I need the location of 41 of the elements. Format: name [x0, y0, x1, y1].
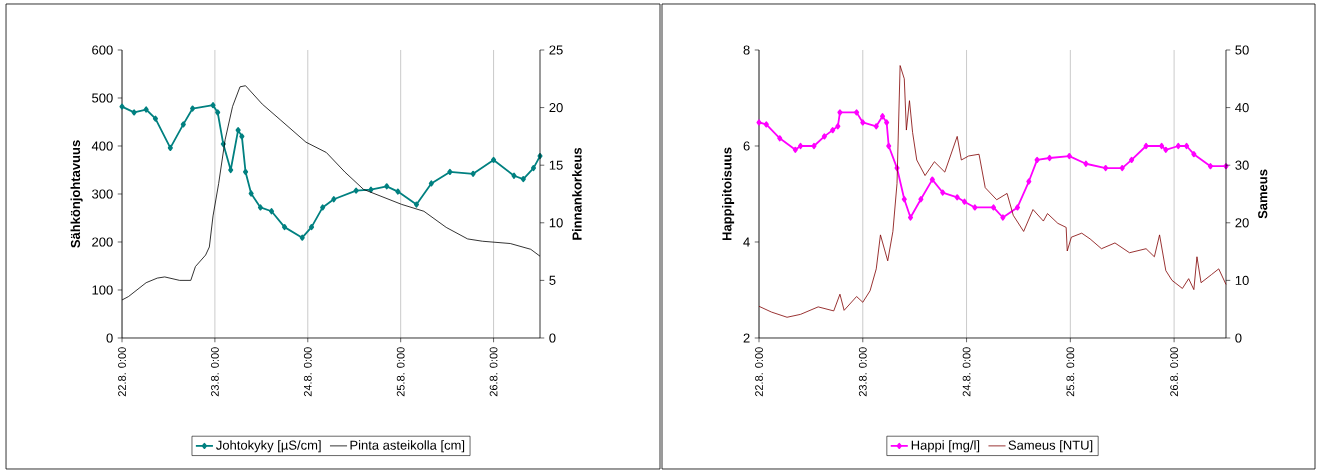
y-axis-title: Sähkönjohtavuus: [70, 140, 83, 248]
y-tick-label: 400: [91, 141, 113, 151]
y-tick-label: 200: [92, 237, 113, 247]
y-tick-label: 8: [743, 45, 750, 55]
legend-label: Sameus [NTU]: [1008, 440, 1093, 453]
x-tick-label: 22.8. 0:00: [118, 347, 126, 397]
x-tick-label: 23.8. 0:00: [211, 347, 219, 397]
legend-label: Pinta asteikolla [cm]: [350, 440, 465, 453]
y2-tick-label: 40: [1235, 102, 1249, 113]
legend-label: Johtokyky [µS/cm]: [216, 440, 321, 453]
y2-tick-label: 30: [1235, 160, 1249, 170]
y2-tick-label: 20: [1235, 218, 1249, 228]
y2-tick-label: 10: [1235, 275, 1249, 285]
x-tick-label: 25.8. 0:00: [396, 347, 405, 397]
y-axis-title: Happipitoisuus: [721, 147, 735, 241]
x-tick-label: 24.8. 0:00: [303, 347, 312, 397]
legend-label: Happi [mg/l]: [911, 440, 980, 453]
y2-axis-title: Sameus: [1258, 169, 1268, 219]
y-tick-label: 4: [743, 237, 750, 247]
y-tick-label: 6: [743, 141, 750, 151]
y-tick-label: 0: [106, 333, 113, 343]
y-tick-label: 600: [92, 45, 113, 55]
y-tick-label: 300: [92, 189, 113, 199]
y2-axis-title: Pinnankorkeus: [572, 147, 582, 240]
y-tick-label: 100: [92, 285, 113, 295]
x-tick-label: 25.8. 0:00: [1066, 347, 1075, 397]
y2-tick-label: 0: [1235, 333, 1242, 343]
x-tick-label: 22.8. 0:00: [755, 347, 763, 397]
x-tick-label: 24.8. 0:00: [962, 347, 971, 397]
y2-tick-label: 0: [549, 333, 556, 343]
y2-tick-label: 15: [549, 160, 563, 170]
y2-tick-label: 25: [549, 45, 563, 55]
y2-tick-label: 5: [549, 275, 556, 285]
x-tick-label: 26.8. 0:00: [489, 347, 498, 397]
y2-tick-label: 20: [549, 102, 563, 113]
y2-tick-label: 50: [1235, 45, 1249, 55]
y-tick-label: 2: [743, 333, 750, 343]
x-tick-label: 26.8. 0:00: [1170, 347, 1179, 397]
y-tick-label: 500: [92, 93, 113, 103]
y2-tick-label: 10: [549, 218, 563, 228]
x-tick-label: 23.8. 0:00: [858, 347, 867, 397]
